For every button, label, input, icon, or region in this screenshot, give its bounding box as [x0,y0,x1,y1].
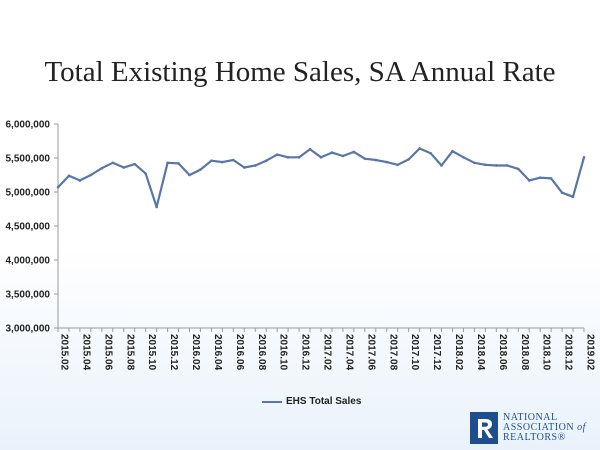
data-point [264,159,268,163]
x-tick-label: 2015.02 [59,334,70,371]
x-axis: 2015.02 2015.04 2015.06 2015.08 2015.10 2015.… [57,327,596,371]
y-tick-label: 4,500,000 [6,222,51,233]
x-tick-label: 2015.06 [102,334,113,371]
data-point [232,158,235,162]
x-tick-label: 2018.02 [453,334,464,371]
data-point [100,166,104,170]
x-tick-label: 2015.04 [80,334,91,371]
realtor-logo: NATIONAL ASSOCIATION of REALTORS® [470,412,586,444]
data-point [473,161,476,165]
data-point [396,163,400,167]
data-point [67,174,71,177]
series-layer [56,147,586,209]
data-point [484,163,487,167]
x-tick-label: 2017.12 [431,334,442,371]
data-point [144,172,147,175]
data-point [188,173,191,177]
data-point [286,156,290,159]
data-point [374,158,378,162]
data-point [253,164,257,167]
data-point [275,153,279,156]
x-tick-label: 2017.02 [322,334,333,371]
data-point [56,185,60,189]
data-point [538,176,542,180]
data-point [516,167,520,171]
x-tick-label: 2016.12 [300,334,311,371]
y-axis: 3,000,000 3,500,000 4,000,000 4,500,000 5,00… [6,120,59,335]
y-tick-label: 5,500,000 [6,154,51,165]
data-point [363,157,367,160]
data-point [177,162,180,165]
x-tick-label: 2016.08 [256,334,267,371]
y-tick-label: 5,000,000 [6,188,51,199]
legend: EHS Total Sales [262,396,361,407]
data-point [221,160,224,164]
x-tick-label: 2017.04 [343,334,354,371]
data-point [199,168,202,171]
realtor-r-icon [470,412,498,444]
x-tick-label: 2016.10 [278,334,289,371]
data-point [549,177,553,180]
data-point [308,147,312,151]
x-tick-label: 2018.06 [497,334,508,371]
data-point [122,166,126,169]
data-point [505,164,509,167]
data-point [111,161,115,165]
data-point [133,162,137,166]
logo-line-national: NATIONAL [503,412,558,423]
data-point [352,150,356,154]
data-point [527,179,531,182]
x-tick-label: 2015.10 [146,334,157,371]
data-point [78,179,82,182]
x-tick-label: 2015.12 [168,334,179,371]
x-tick-label: 2015.08 [124,334,135,371]
logo-word-of: of [577,422,586,433]
data-point [440,164,443,167]
y-tick-label: 3,500,000 [6,290,51,301]
x-tick-label: 2018.08 [519,334,530,371]
data-point [407,158,410,161]
data-point [210,159,213,163]
x-tick-label: 2017.10 [409,334,420,371]
data-point [166,161,169,165]
data-point [462,156,465,159]
x-tick-label: 2018.04 [475,334,486,371]
data-point [495,164,498,167]
x-tick-label: 2016.02 [190,334,201,371]
legend-label: EHS Total Sales [286,396,362,407]
data-point [385,160,389,164]
x-tick-label: 2019.02 [585,334,596,371]
x-tick-label: 2017.06 [365,334,376,371]
data-point [418,147,421,150]
data-point [560,191,564,194]
data-point [155,205,158,209]
realtor-logo-text: NATIONAL ASSOCIATION of REALTORS® [503,413,586,443]
data-point [330,151,334,154]
x-tick-label: 2017.08 [387,334,398,371]
data-point [297,156,301,159]
logo-line-realtors: REALTORS® [503,432,566,443]
data-point [582,156,586,159]
y-tick-label: 4,000,000 [6,256,51,267]
logo-line-association: ASSOCIATION of [503,423,586,433]
y-tick-label: 3,000,000 [6,324,51,335]
y-tick-label: 6,000,000 [6,120,51,131]
x-tick-label: 2018.10 [541,334,552,371]
data-point [571,195,575,199]
x-tick-label: 2018.12 [563,334,574,371]
data-point [89,173,93,177]
data-point [319,156,323,159]
legend-swatch [262,400,282,403]
logo-word-association: ASSOCIATION [503,422,578,433]
x-tick-label: 2016.06 [234,334,245,371]
x-tick-label: 2016.04 [212,334,223,371]
data-point [429,151,432,155]
chart-title: Total Existing Home Sales, SA Annual Rat… [44,56,556,88]
data-point [341,154,345,158]
data-point [242,166,246,169]
data-point [451,149,454,153]
